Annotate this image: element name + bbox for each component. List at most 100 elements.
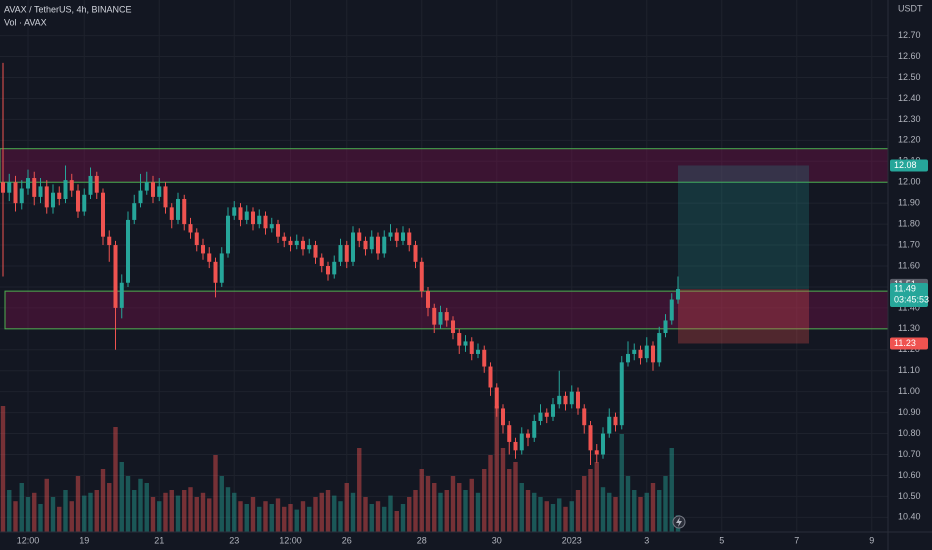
- volume-bar: [657, 490, 662, 532]
- candle-body: [676, 289, 680, 300]
- volume-bar: [444, 490, 449, 532]
- candle-body: [157, 186, 162, 197]
- volume-bar: [63, 490, 68, 532]
- volume-bar: [138, 478, 143, 532]
- volume-bar: [425, 476, 431, 532]
- volume-bar: [344, 483, 349, 532]
- candle-body: [351, 232, 355, 262]
- x-tick-label: 21: [154, 535, 164, 545]
- volume-bar: [413, 490, 418, 532]
- volume-bar: [307, 506, 312, 532]
- volume-bar: [507, 469, 512, 532]
- candle-body: [507, 425, 512, 442]
- volume-bar: [119, 462, 124, 532]
- candle-body: [663, 320, 668, 334]
- volume-bar: [569, 501, 574, 532]
- y-tick-label: 12.60: [898, 51, 921, 61]
- alert-icon-bolt: [676, 517, 682, 527]
- candle-body: [19, 188, 24, 204]
- candle-body: [644, 345, 649, 359]
- candle-body: [82, 194, 87, 212]
- candle-body: [607, 416, 612, 434]
- volume-bar: [175, 495, 181, 532]
- volume-bar: [388, 495, 393, 532]
- candle-body: [213, 261, 218, 283]
- volume-bar: [88, 492, 93, 532]
- x-tick-label: 19: [79, 535, 89, 545]
- candle-body: [457, 333, 462, 346]
- volume-bar: [375, 501, 381, 532]
- volume-bar: [13, 501, 18, 532]
- volume-bar: [219, 476, 224, 532]
- candle-body: [201, 245, 205, 254]
- volume-bar: [638, 497, 643, 532]
- volume-bar: [38, 504, 43, 532]
- candle-body: [563, 395, 568, 405]
- volume-bar: [357, 448, 362, 532]
- candle-body: [632, 349, 637, 354]
- x-tick-label: 3: [644, 535, 649, 545]
- volume-bar: [532, 492, 537, 532]
- candle-body: [26, 178, 30, 189]
- candle-body: [382, 236, 387, 254]
- y-tick-label: 10.50: [898, 491, 921, 501]
- volume-bar: [625, 476, 631, 532]
- x-tick-label: 9: [869, 535, 874, 545]
- volume-bar: [669, 448, 674, 532]
- volume-bar: [163, 492, 168, 532]
- candle-body: [207, 253, 212, 262]
- candle-body: [132, 203, 137, 220]
- candle-body: [513, 441, 518, 451]
- volume-bar: [463, 490, 468, 532]
- volume-bar: [269, 504, 274, 532]
- candle-body: [444, 312, 449, 321]
- candle-body: [226, 215, 230, 254]
- volume-bar: [32, 492, 37, 532]
- candle-body: [119, 282, 124, 308]
- volume-bar: [325, 490, 331, 532]
- volume-bar: [319, 492, 324, 532]
- volume-bar: [469, 478, 474, 532]
- candle-body: [194, 232, 199, 246]
- candle-body: [376, 236, 380, 254]
- y-tick-label: 11.80: [898, 218, 920, 228]
- price-badge: [890, 159, 928, 172]
- price-badge-label: 12.08: [894, 160, 917, 170]
- candle-body: [144, 182, 149, 191]
- candle-body: [426, 291, 430, 308]
- y-tick-label: 11.30: [898, 323, 920, 333]
- plot: [0, 0, 889, 532]
- candle-body: [476, 349, 480, 354]
- volume-bar: [438, 492, 443, 532]
- volume-bar: [225, 487, 231, 532]
- volume-bar: [263, 501, 268, 532]
- volume-bar: [588, 469, 593, 532]
- candle-body: [388, 232, 393, 237]
- volume-bar: [313, 497, 318, 532]
- candle-body: [551, 404, 555, 417]
- candle-body: [394, 232, 399, 241]
- candle-body: [601, 433, 605, 455]
- volume-bar: [275, 498, 281, 532]
- x-tick-label: 23: [229, 535, 239, 545]
- candle-body: [613, 416, 618, 426]
- volume-bar: [338, 501, 343, 532]
- volume-bar: [250, 497, 256, 532]
- candle-body: [276, 224, 280, 237]
- candle-body: [344, 245, 349, 262]
- candle-body: [657, 333, 662, 363]
- x-tick-label: 2023: [562, 535, 582, 545]
- candle-body: [182, 198, 187, 225]
- candle-body: [413, 245, 418, 262]
- candle-body: [94, 175, 99, 193]
- volume-bar: [188, 487, 193, 532]
- y-tick-label: 12.70: [898, 30, 921, 40]
- x-tick-label: 12:00: [17, 535, 40, 545]
- volume-bar: [50, 497, 56, 532]
- candle-body: [576, 391, 580, 409]
- candle-body: [319, 257, 324, 266]
- volume-bar: [25, 497, 31, 532]
- volume-bar: [394, 511, 399, 532]
- candle-body: [101, 192, 105, 237]
- candle-body: [363, 240, 368, 250]
